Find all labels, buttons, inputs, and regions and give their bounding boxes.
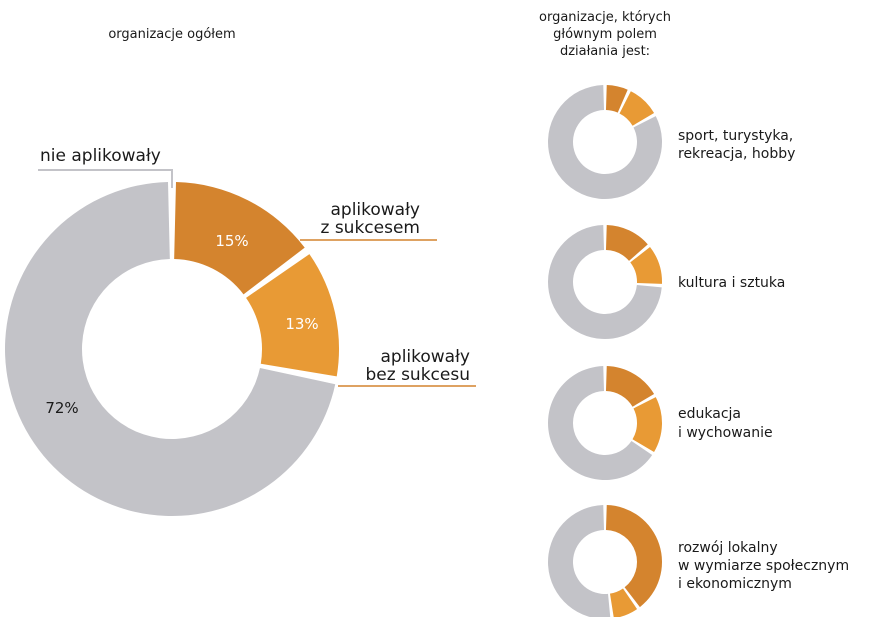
side-title-line2: głównym polem	[553, 27, 657, 42]
small-education-slice-not-applied	[548, 366, 653, 480]
label-no-success-line2: bez sukcesu	[366, 365, 471, 385]
small-label-local-line3: i ekonomicznym	[678, 576, 792, 592]
main-chart-title: organizacje ogółem	[108, 27, 235, 42]
main-donut	[5, 182, 340, 516]
label-no-success-line1: aplikowały	[380, 347, 470, 367]
small-education-slice-no-success	[632, 397, 662, 453]
value-label-not-applied: 72%	[45, 399, 78, 417]
value-label-no-success: 13%	[285, 315, 318, 333]
small-local-slice-not-applied	[548, 505, 611, 617]
small-local-slice-success	[605, 505, 662, 608]
small-label-local-line1: rozwój lokalny	[678, 540, 778, 556]
small-sport-donut	[548, 85, 662, 199]
value-label-success: 15%	[215, 232, 248, 250]
small-culture-slice-success	[605, 225, 648, 261]
small-label-local-line2: w wymiarze społecznym	[678, 558, 849, 574]
label-not-applied: nie aplikowały	[40, 146, 161, 166]
main-slice-no-success	[246, 254, 340, 377]
small-label-education-line1: edukacja	[678, 406, 741, 422]
small-education-donut	[548, 366, 662, 480]
main-slice-success	[174, 182, 305, 295]
small-sport-slice-not-applied	[548, 85, 662, 199]
small-culture-slice-no-success	[630, 247, 662, 284]
label-success-line2: z sukcesem	[321, 218, 421, 238]
side-title-line3: działania jest:	[560, 44, 650, 59]
small-culture-donut	[547, 225, 662, 339]
small-label-culture-line1: kultura i sztuka	[678, 275, 785, 291]
small-sport-slice-success	[605, 85, 628, 113]
small-education-slice-success	[605, 366, 655, 407]
main-slice-not-applied	[5, 182, 336, 516]
label-success-line1: aplikowały	[330, 200, 420, 220]
small-local-slice-no-success	[609, 588, 638, 617]
leader-line-not-applied	[38, 169, 173, 188]
side-title-line1: organizacje, których	[539, 10, 671, 25]
small-label-sport-line1: sport, turystyka,	[678, 128, 793, 144]
small-local-donut	[548, 505, 662, 617]
small-donuts	[547, 85, 662, 617]
small-label-education-line2: i wychowanie	[678, 425, 773, 441]
small-culture-slice-not-applied	[547, 225, 662, 339]
small-sport-slice-no-success	[619, 91, 655, 126]
small-label-sport-line2: rekreacja, hobby	[678, 146, 795, 162]
